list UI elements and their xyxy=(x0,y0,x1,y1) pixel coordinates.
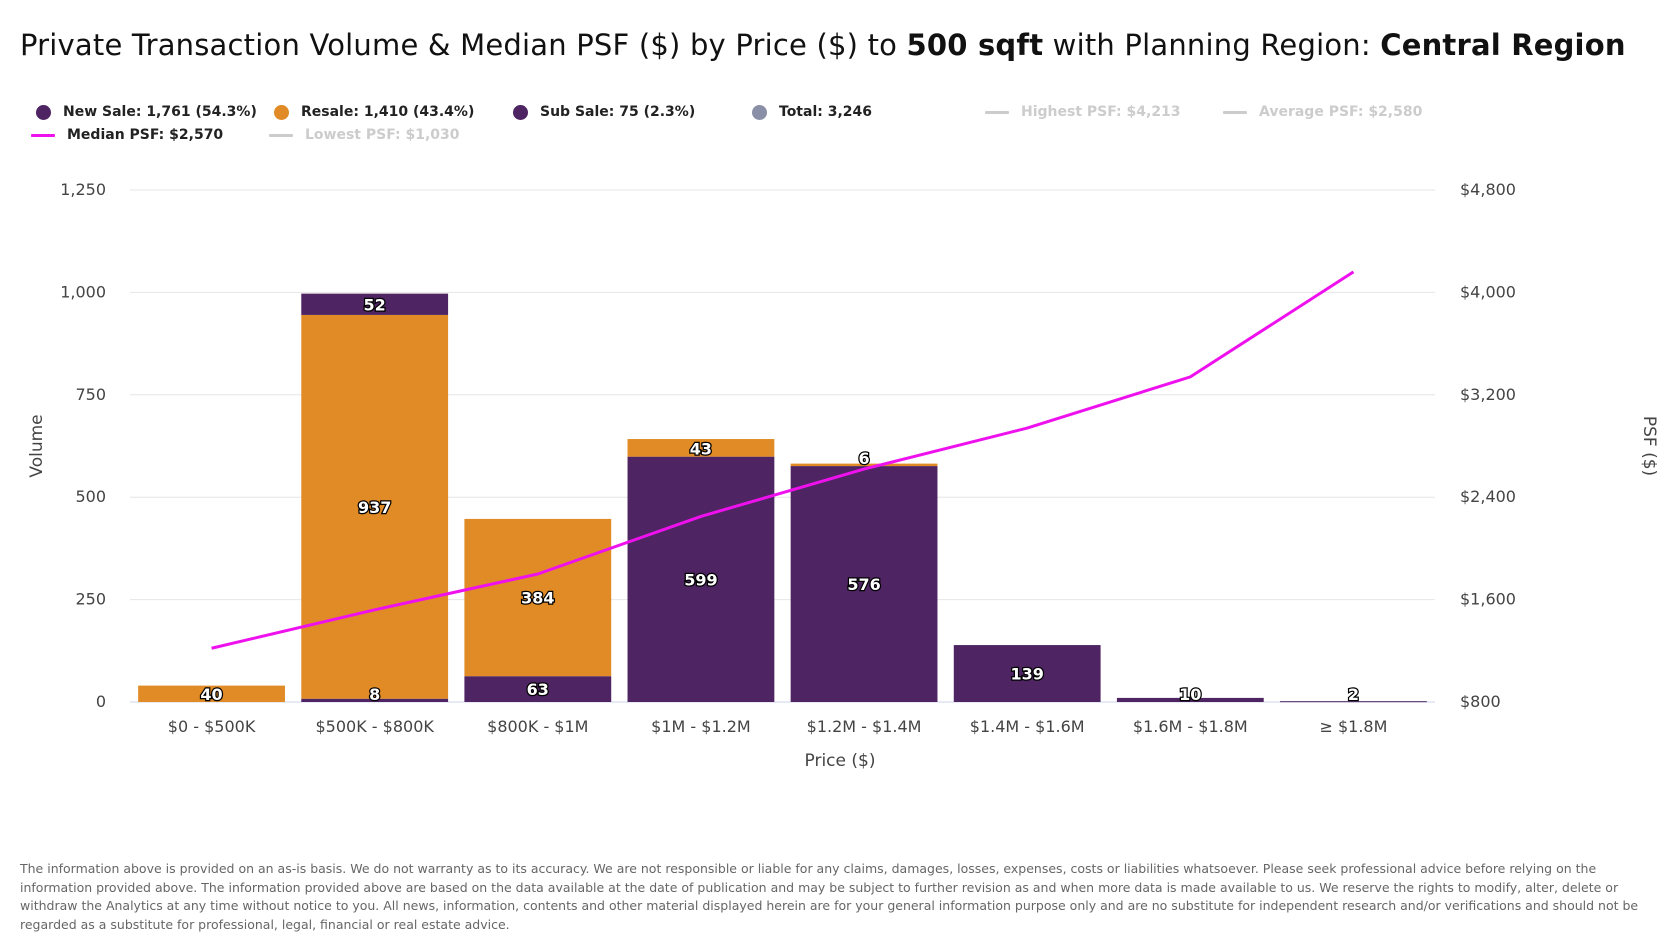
y-tick-label: 0 xyxy=(96,692,106,711)
legend-label: Highest PSF: $4,213 xyxy=(1021,104,1181,120)
legend-label: Average PSF: $2,580 xyxy=(1259,104,1423,120)
data-label: 384 xyxy=(521,589,554,608)
y2-tick-label: $4,000 xyxy=(1460,282,1516,301)
chart-legend: New Sale: 1,761 (54.3%) Resale: 1,410 (4… xyxy=(20,104,1660,160)
data-label: 40 xyxy=(200,685,222,704)
x-tick-label: $1.4M - $1.6M xyxy=(970,717,1085,736)
legend-item-median-psf[interactable]: Median PSF: $2,570 xyxy=(31,127,223,143)
bar-sub-sale xyxy=(301,293,449,315)
y2-tick-label: $2,400 xyxy=(1460,487,1516,506)
title-size: 500 sqft xyxy=(906,28,1044,62)
bar-resale xyxy=(138,685,285,702)
legend-item-resale[interactable]: Resale: 1,410 (43.4%) xyxy=(274,104,474,120)
bar-resale xyxy=(627,439,775,457)
legend-item-average-psf[interactable]: Average PSF: $2,580 xyxy=(1223,104,1422,120)
bar-resale xyxy=(790,463,938,467)
data-label: 6 xyxy=(858,449,869,468)
bar-new-sale xyxy=(627,456,775,702)
y-tick-label: 1,250 xyxy=(60,180,106,199)
legend-label: Sub Sale: 75 (2.3%) xyxy=(540,104,696,120)
bar-new-sale xyxy=(953,645,1101,702)
bar-new-sale xyxy=(790,466,938,702)
y-tick-label: 1,000 xyxy=(60,282,106,301)
data-label: 43 xyxy=(690,440,712,459)
median-psf-line xyxy=(211,270,1355,650)
legend-item-new-sale[interactable]: New Sale: 1,761 (54.3%) xyxy=(36,104,257,120)
y2-axis-title: PSF ($) xyxy=(1639,416,1659,476)
data-label: 139 xyxy=(1010,665,1043,684)
data-label: 52 xyxy=(364,295,386,314)
y-tick-label: 250 xyxy=(75,590,106,609)
data-label: 8 xyxy=(369,685,380,704)
y-tick-label: 500 xyxy=(75,487,106,506)
legend-swatch xyxy=(513,104,528,120)
chart-plot: 0 250 500 750 1,000 1,250 $800 $1,600 $2,400 $3,2… xyxy=(27,180,1659,771)
legend-label: New Sale: 1,761 (54.3%) xyxy=(63,104,257,120)
legend-swatch xyxy=(752,104,767,120)
y-tick-label: 750 xyxy=(75,385,106,404)
legend-label: Total: 3,246 xyxy=(779,104,873,120)
legend-label: Median PSF: $2,570 xyxy=(67,127,224,143)
x-tick-label: ≥ $1.8M xyxy=(1319,717,1387,736)
legend-item-total[interactable]: Total: 3,246 xyxy=(752,104,872,120)
x-tick-label: $800K - $1M xyxy=(487,717,588,736)
bar-new-sale xyxy=(301,698,449,702)
y2-tick-label: $3,200 xyxy=(1460,385,1516,404)
legend-item-sub-sale[interactable]: Sub Sale: 75 (2.3%) xyxy=(513,104,695,120)
x-tick-label: $1.2M - $1.4M xyxy=(807,717,922,736)
data-label: 63 xyxy=(527,680,549,699)
y2-tick-label: $4,800 xyxy=(1460,180,1516,199)
data-label: 937 xyxy=(358,498,391,517)
legend-label: Resale: 1,410 (43.4%) xyxy=(301,104,475,120)
x-axis-title: Price ($) xyxy=(805,751,876,771)
data-label: 10 xyxy=(1179,685,1201,704)
legend-swatch xyxy=(274,104,289,120)
chart-title: Private Transaction Volume & Median PSF … xyxy=(20,28,1626,62)
legend-swatch xyxy=(269,133,293,137)
legend-swatch xyxy=(985,110,1009,114)
y2-tick-label: $1,600 xyxy=(1460,590,1516,609)
legend-label: Lowest PSF: $1,030 xyxy=(305,127,460,143)
bar-resale xyxy=(464,518,612,677)
x-tick-label: $500K - $800K xyxy=(316,717,435,736)
x-tick-label: $1M - $1.2M xyxy=(651,717,751,736)
bar-resale xyxy=(301,314,449,699)
disclaimer-text: The information above is provided on an … xyxy=(20,861,1639,932)
title-prefix: Private Transaction Volume & Median PSF … xyxy=(20,28,907,62)
legend-swatch xyxy=(1223,110,1247,114)
y2-tick-label: $800 xyxy=(1460,692,1501,711)
bar-new-sale xyxy=(464,676,612,702)
legend-swatch xyxy=(31,133,55,137)
data-label: 2 xyxy=(1348,685,1359,704)
x-tick-label: $0 - $500K xyxy=(168,717,256,736)
data-label: 576 xyxy=(847,575,880,594)
legend-item-highest-psf[interactable]: Highest PSF: $4,213 xyxy=(985,104,1181,120)
title-middle: with Planning Region: xyxy=(1043,28,1381,62)
legend-swatch xyxy=(36,104,51,120)
bar-new-sale xyxy=(1116,697,1264,702)
data-label: 599 xyxy=(684,570,717,589)
y-axis-title: Volume xyxy=(27,414,47,477)
legend-item-lowest-psf[interactable]: Lowest PSF: $1,030 xyxy=(269,127,460,143)
title-region: Central Region xyxy=(1380,28,1626,62)
x-tick-label: $1.6M - $1.8M xyxy=(1133,717,1248,736)
bar-new-sale xyxy=(1280,701,1427,703)
